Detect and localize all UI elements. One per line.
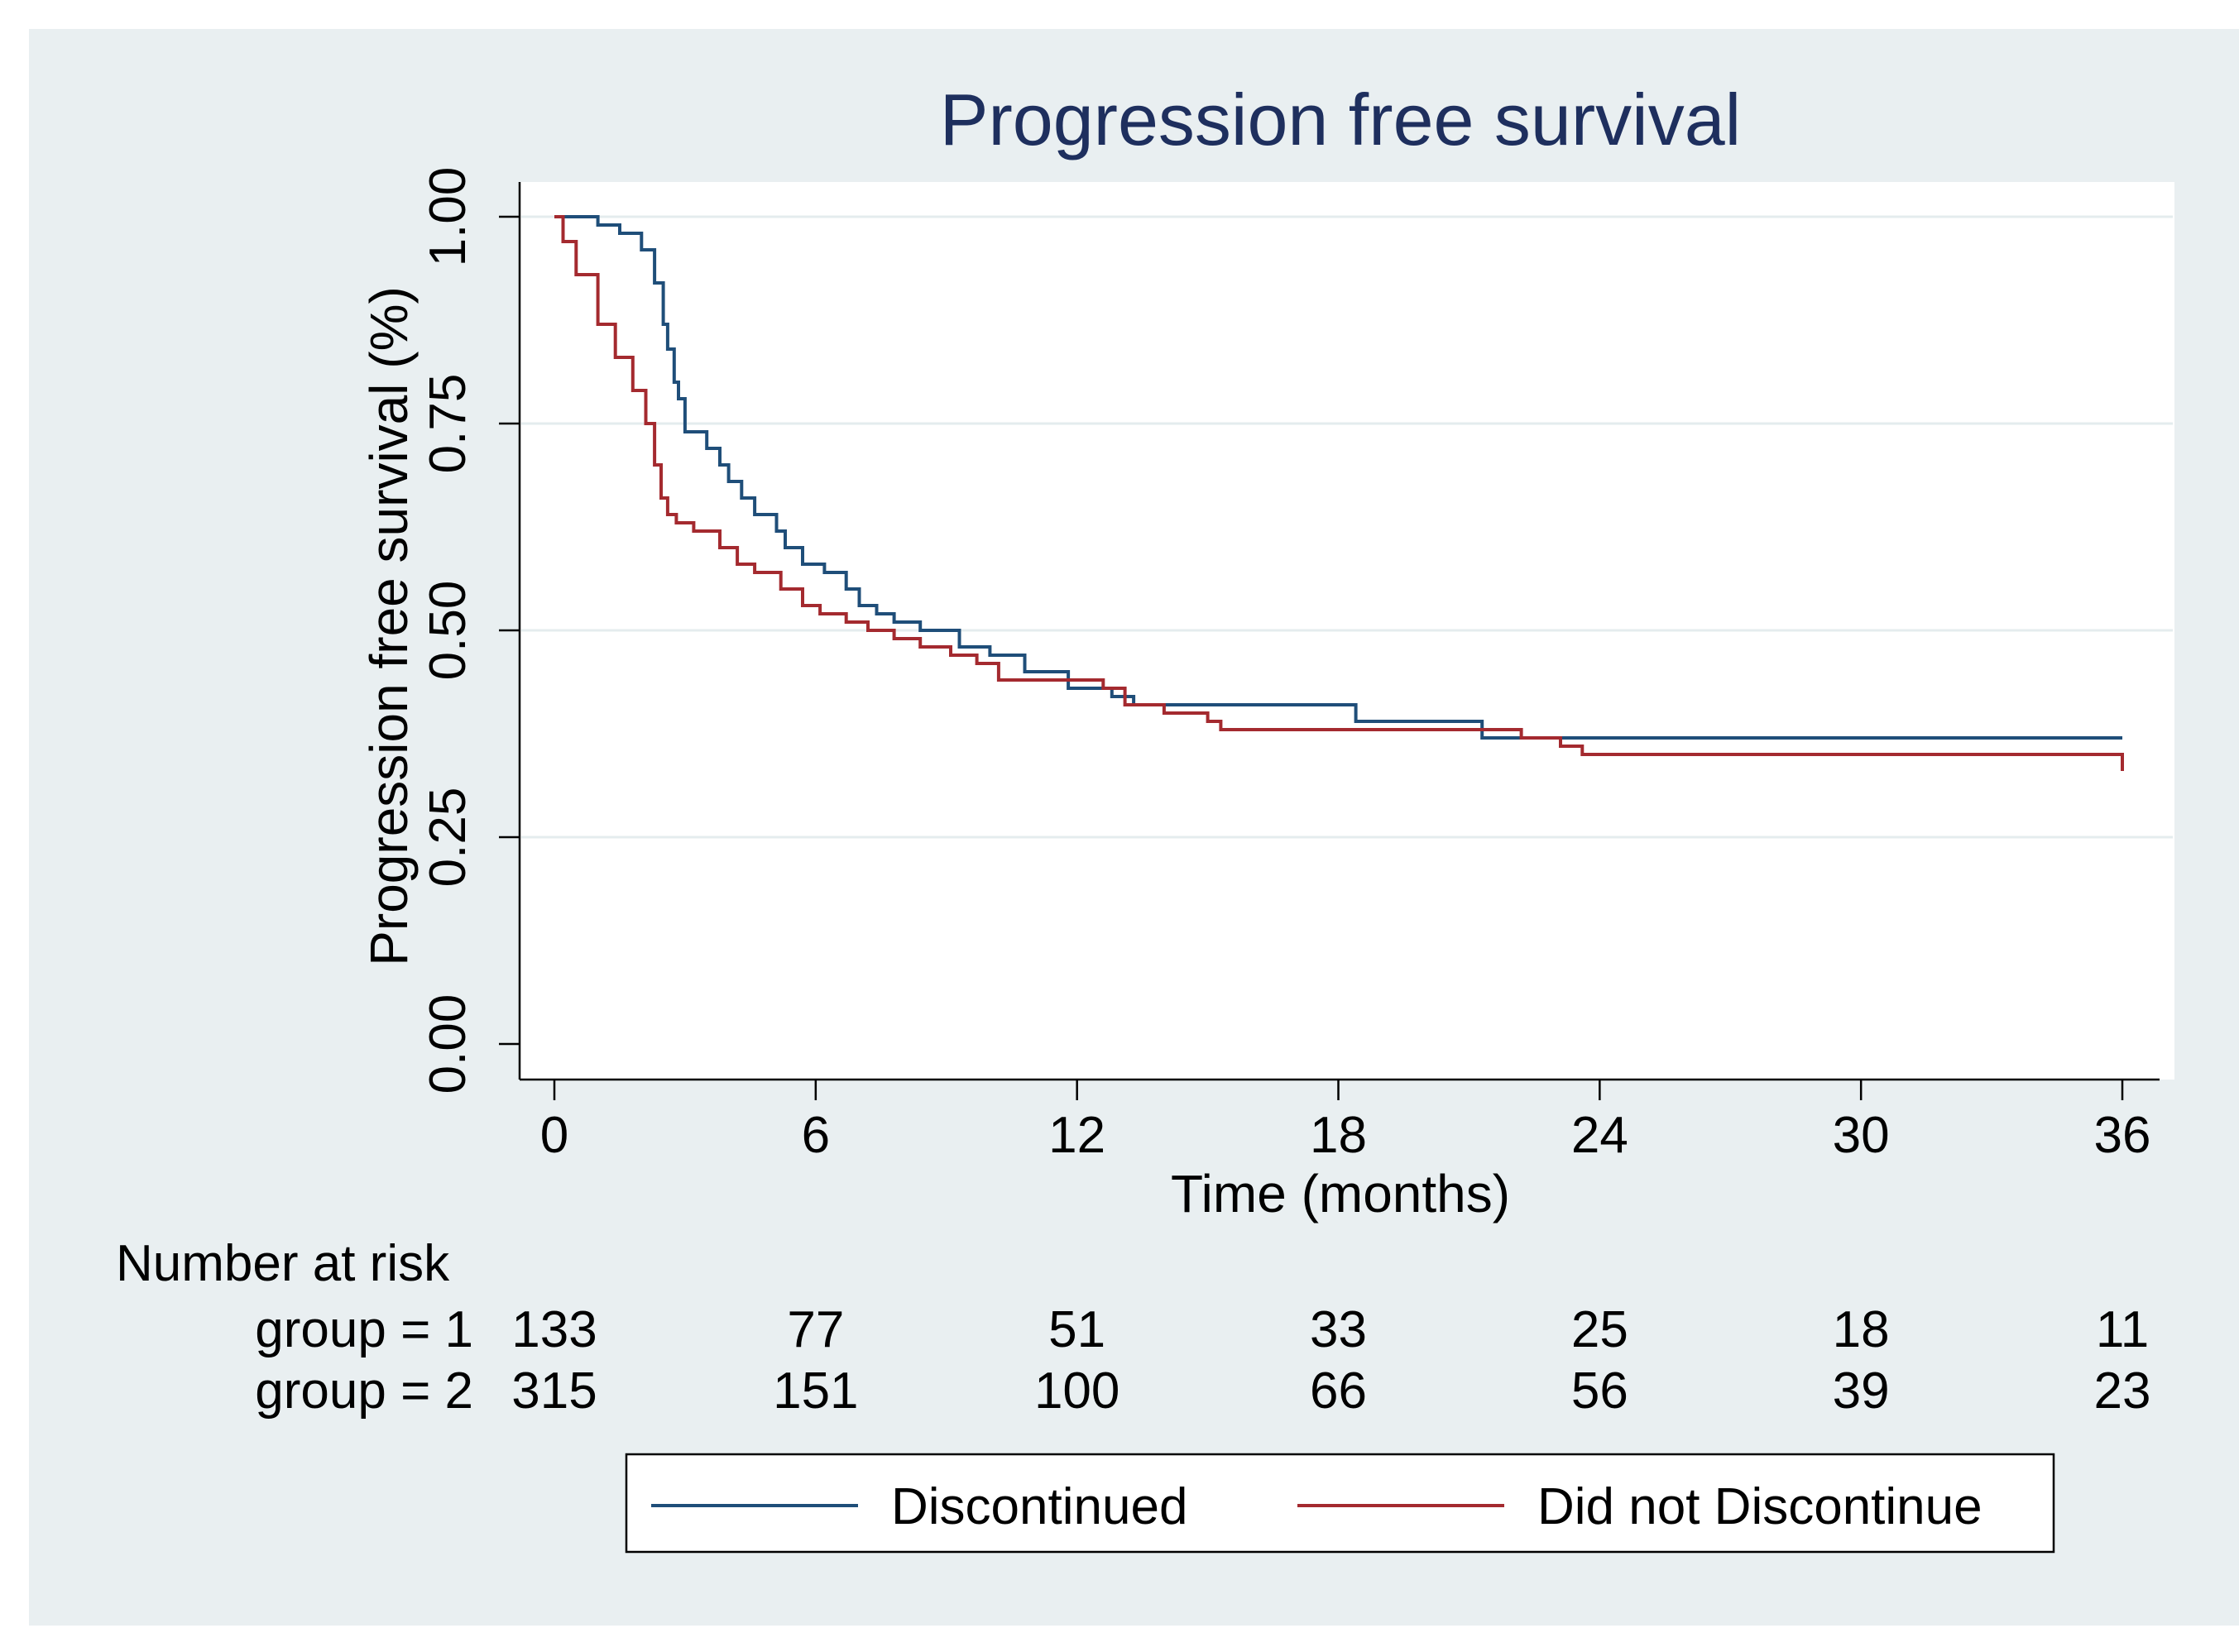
- y-tick-label: 0.75: [420, 374, 477, 474]
- series-lines: [554, 215, 2124, 771]
- risk-value: 315: [511, 1362, 597, 1420]
- y-axis-ticks: 0.00 0.25 0.50 0.75 1.00: [420, 167, 520, 1094]
- risk-table-title: Number at risk: [116, 1235, 450, 1292]
- risk-value: 18: [1833, 1301, 1890, 1358]
- y-tick-label: 0.25: [420, 788, 477, 888]
- risk-value: 56: [1571, 1362, 1628, 1420]
- y-tick-label: 0.50: [420, 581, 477, 681]
- x-axis-label: Time (months): [1171, 1164, 1510, 1223]
- legend-label-discontinued: Discontinued: [891, 1478, 1187, 1535]
- risk-value: 25: [1571, 1301, 1628, 1358]
- x-tick-label: 18: [1310, 1107, 1367, 1164]
- x-tick-label: 36: [2094, 1107, 2151, 1164]
- risk-value: 77: [787, 1301, 844, 1358]
- y-tick-label: 0.00: [420, 994, 477, 1094]
- legend-label-did-not-discontinue: Did not Discontinue: [1537, 1478, 1982, 1535]
- y-axis-label: Progression free survival (%): [359, 286, 419, 966]
- risk-value: 51: [1048, 1301, 1105, 1358]
- x-tick-label: 24: [1571, 1107, 1628, 1164]
- x-tick-label: 12: [1048, 1107, 1105, 1164]
- chart-title: Progression free survival: [940, 79, 1741, 160]
- risk-value: 33: [1310, 1301, 1367, 1358]
- x-axis-ticks: 0 6 12 18 24 30 36: [540, 1080, 2151, 1164]
- grid-lines: [521, 215, 2173, 839]
- series-line-discontinued: [554, 215, 2122, 740]
- risk-value: 23: [2094, 1362, 2151, 1420]
- risk-table: Number at risk group = 1 group = 2 133 77…: [116, 1235, 2150, 1420]
- risk-value: 66: [1310, 1362, 1367, 1420]
- risk-value: 39: [1833, 1362, 1890, 1420]
- risk-row-label-2: group = 2: [255, 1362, 473, 1420]
- y-tick-label: 1.00: [420, 167, 477, 267]
- legend: Discontinued Did not Discontinue: [625, 1453, 2055, 1554]
- risk-values: 133 77 51 33 25 18 11 315 151 100 66 56 39 23: [511, 1301, 2150, 1420]
- risk-value: 100: [1034, 1362, 1120, 1420]
- risk-value: 151: [773, 1362, 858, 1420]
- x-tick-label: 30: [1833, 1107, 1890, 1164]
- risk-value: 133: [511, 1301, 597, 1358]
- series-line-did-not-discontinue: [554, 215, 2124, 771]
- risk-row-label-1: group = 1: [255, 1301, 473, 1358]
- x-tick-label: 0: [540, 1107, 568, 1164]
- legend-box: [625, 1453, 2055, 1554]
- x-tick-label: 6: [802, 1107, 830, 1164]
- risk-value: 11: [2096, 1301, 2149, 1358]
